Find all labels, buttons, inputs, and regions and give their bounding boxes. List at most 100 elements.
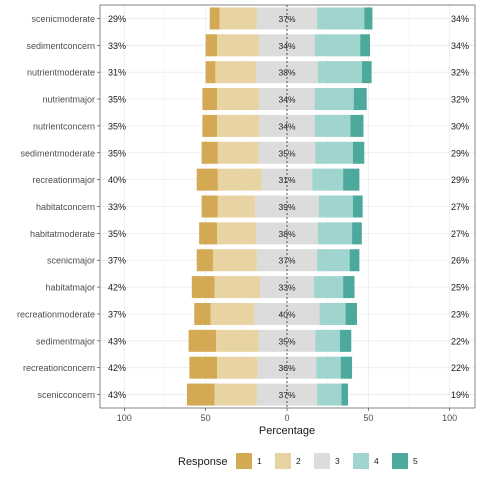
legend-label: 1 [257,456,262,466]
bar-segment-1 [191,276,215,299]
bar-segment-2 [217,34,260,57]
bar-segment-5 [339,329,352,352]
bar-segment-5 [352,195,363,218]
legend-key-4 [353,453,369,469]
x-tick-label: 100 [117,413,132,423]
percent-right-label: 34% [451,41,469,51]
percent-neutral-label: 33% [278,283,295,293]
bar-segment-4 [317,222,353,245]
category-label: recreationmajor [32,175,95,185]
x-tick-label: 0 [284,413,289,423]
percent-left-label: 33% [108,202,126,212]
bar-segment-2 [217,168,262,191]
bar-segment-5 [340,356,353,379]
bar-segment-4 [314,88,354,111]
legend-label: 5 [413,456,418,466]
percent-left-label: 43% [108,336,126,346]
bar-segment-2 [217,222,257,245]
bar-segment-5 [345,302,357,325]
bar-segment-4 [318,195,353,218]
percent-neutral-label: 39% [278,202,295,212]
bar-segment-1 [186,383,215,406]
legend-label: 2 [296,456,301,466]
legend: Response 1 2 3 4 5 [178,453,418,469]
percent-right-label: 25% [451,283,469,293]
bar-segment-1 [188,329,217,352]
category-label: nutrientmoderate [27,68,95,78]
bar-segment-2 [216,329,259,352]
percent-right-label: 19% [451,390,469,400]
bar-segment-1 [196,168,218,191]
bar-segment-2 [217,114,260,137]
bar-segment-5 [352,141,365,164]
bar-segment-4 [312,168,344,191]
percent-right-label: 32% [451,95,469,105]
percent-right-label: 29% [451,175,469,185]
percent-right-label: 22% [451,336,469,346]
bar-segment-4 [317,249,350,272]
bar-segment-1 [205,61,216,84]
percent-left-label: 43% [108,390,126,400]
percent-right-label: 26% [451,256,469,266]
category-label: habitatmajor [45,283,95,293]
bars-group [186,5,373,408]
bar-segment-3 [261,168,313,191]
x-tick-label: 100 [442,413,457,423]
bar-segment-1 [196,249,213,272]
legend-label: 3 [335,456,340,466]
bar-segment-2 [217,195,256,218]
bar-segment-3 [258,329,316,352]
percent-neutral-label: 38% [278,68,295,78]
percent-right-label: 22% [451,363,469,373]
bar-segment-1 [205,34,218,57]
bar-segment-4 [317,383,342,406]
bar-segment-4 [317,7,365,30]
bar-segment-5 [353,88,367,111]
category-label: scenicmoderate [31,14,95,24]
bar-segment-5 [364,7,373,30]
bar-segment-1 [202,114,218,137]
bar-segment-1 [209,7,220,30]
percent-left-label: 33% [108,41,126,51]
category-label: scenicconcern [37,390,95,400]
percent-right-label: 30% [451,121,469,131]
category-label: habitatmoderate [30,229,95,239]
percent-right-label: 29% [451,148,469,158]
bar-segment-3 [256,61,318,84]
legend-key-3 [314,453,330,469]
legend-label: 4 [374,456,379,466]
bar-segment-2 [217,356,258,379]
category-label: sedimentconcern [26,41,95,51]
bar-segment-2 [217,88,260,111]
percent-neutral-label: 36% [278,363,295,373]
bar-segment-3 [260,276,314,299]
percent-left-label: 42% [108,283,126,293]
percent-right-label: 27% [451,229,469,239]
panel-border [99,4,476,409]
percent-neutral-label: 31% [278,175,295,185]
percent-right-label: 34% [451,14,469,24]
bar-segment-4 [315,329,340,352]
bar-segment-4 [317,61,362,84]
x-tick-label: 50 [201,413,211,423]
bar-segment-3 [256,249,318,272]
percent-neutral-label: 37% [278,390,295,400]
percent-neutral-label: 40% [278,309,295,319]
percent-left-label: 37% [108,256,126,266]
bar-segment-5 [361,61,372,84]
bar-segment-5 [343,276,355,299]
legend-title: Response [178,456,228,468]
percent-neutral-label: 34% [278,95,295,105]
category-label: scenicmajor [47,256,95,266]
percent-left-label: 31% [108,68,126,78]
percent-neutral-label: 37% [278,256,295,266]
legend-key-1 [236,453,252,469]
percent-left-label: 35% [108,121,126,131]
category-label: sedimentmoderate [20,148,95,158]
bar-segment-2 [210,302,255,325]
percent-left-label: 35% [108,95,126,105]
bar-segment-4 [313,276,344,299]
bar-segment-1 [189,356,218,379]
labels-group: scenicmoderate 29% 37% 34% sedimentconcern 33… [17,14,469,400]
percent-left-label: 42% [108,363,126,373]
